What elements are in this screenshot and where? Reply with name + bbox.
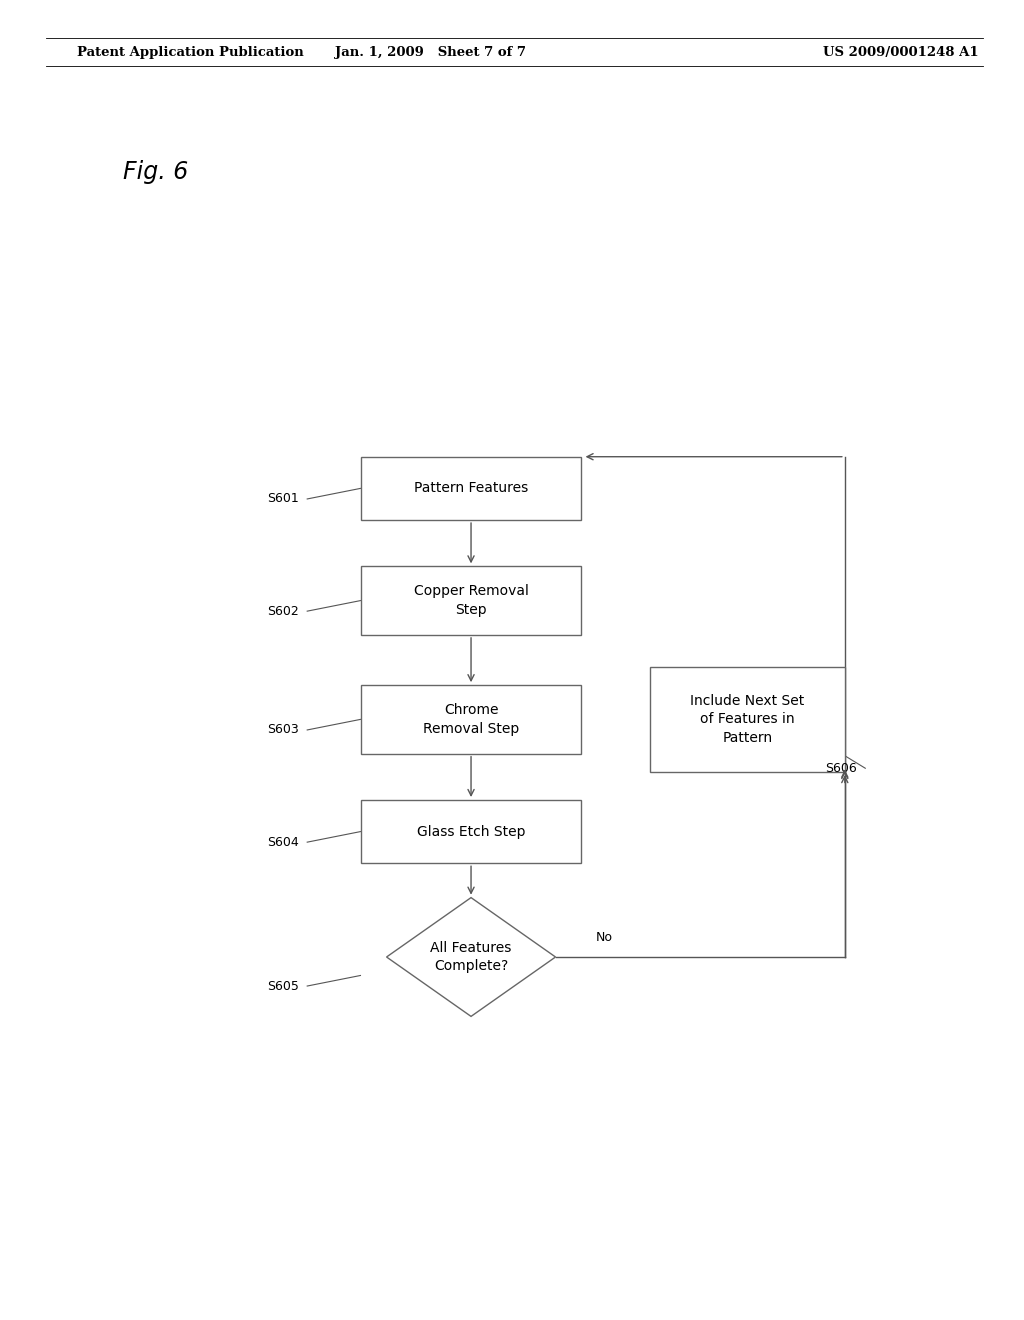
Text: S601: S601 [267, 492, 299, 506]
Text: Patent Application Publication: Patent Application Publication [77, 46, 303, 59]
Text: Copper Removal
Step: Copper Removal Step [414, 585, 528, 616]
Text: No: No [596, 931, 612, 944]
Text: All Features
Complete?: All Features Complete? [430, 941, 512, 973]
Text: S602: S602 [267, 605, 299, 618]
Text: Include Next Set
of Features in
Pattern: Include Next Set of Features in Pattern [690, 694, 805, 744]
Text: S604: S604 [267, 836, 299, 849]
Text: S603: S603 [267, 723, 299, 737]
Text: S605: S605 [267, 979, 299, 993]
Text: Pattern Features: Pattern Features [414, 482, 528, 495]
Text: Jan. 1, 2009   Sheet 7 of 7: Jan. 1, 2009 Sheet 7 of 7 [335, 46, 525, 59]
Text: US 2009/0001248 A1: US 2009/0001248 A1 [823, 46, 979, 59]
Text: Chrome
Removal Step: Chrome Removal Step [423, 704, 519, 735]
Bar [650, 667, 845, 772]
Bar [361, 457, 582, 520]
Bar [361, 685, 582, 754]
Bar [361, 566, 582, 635]
Text: Glass Etch Step: Glass Etch Step [417, 825, 525, 838]
Polygon shape [387, 898, 555, 1016]
Bar [361, 800, 582, 863]
Text: S606: S606 [825, 762, 857, 775]
Text: Fig. 6: Fig. 6 [123, 160, 188, 183]
